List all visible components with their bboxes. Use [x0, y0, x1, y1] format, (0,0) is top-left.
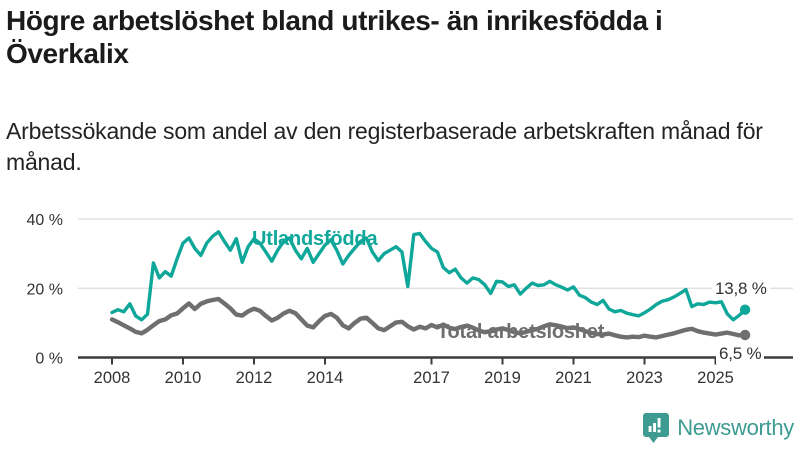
x-tick-label-2021: 2021: [555, 369, 592, 387]
x-tick-label-2008: 2008: [94, 369, 131, 387]
x-tick-label-2012: 2012: [236, 369, 273, 387]
speech-bubble-bar-chart-icon: [643, 413, 670, 443]
newsworthy-wordmark: Newsworthy: [677, 415, 794, 440]
x-tick-label-2014: 2014: [307, 369, 344, 387]
end-value-label-utlandsfodda: 13,8 %: [712, 279, 770, 299]
series-line-utlandsfodda: [110, 230, 747, 322]
y-tick-label-40: 40 %: [27, 212, 63, 229]
series-end-dot-total: [739, 329, 751, 341]
chart-header: Högre arbetslöshet bland utrikes- än inr…: [6, 4, 786, 178]
series-end-dot-utlandsfodda: [739, 304, 751, 315]
end-value-label-total: 6,5 %: [716, 344, 765, 364]
y-tick-label-0: 0 %: [35, 351, 63, 368]
x-tick-label-2010: 2010: [165, 369, 202, 387]
series-line-total: [109, 296, 748, 340]
y-tick-label-20: 20 %: [27, 281, 63, 298]
x-tick-label-2019: 2019: [484, 369, 521, 387]
x-tick-label-2023: 2023: [626, 369, 663, 387]
x-tick-label-2017: 2017: [413, 369, 450, 387]
newsworthy-logo: Newsworthy: [643, 413, 794, 443]
chart-title: Högre arbetslöshet bland utrikes- än inr…: [6, 5, 663, 69]
chart-subtitle: Arbetssökande som andel av den registerb…: [6, 118, 763, 175]
x-tick-label-2025: 2025: [697, 369, 734, 387]
series-label-utlandsfodda: Utlandsfödda: [252, 228, 378, 250]
series-label-total-arbetsloshet: Total arbetslöshet: [437, 321, 605, 343]
